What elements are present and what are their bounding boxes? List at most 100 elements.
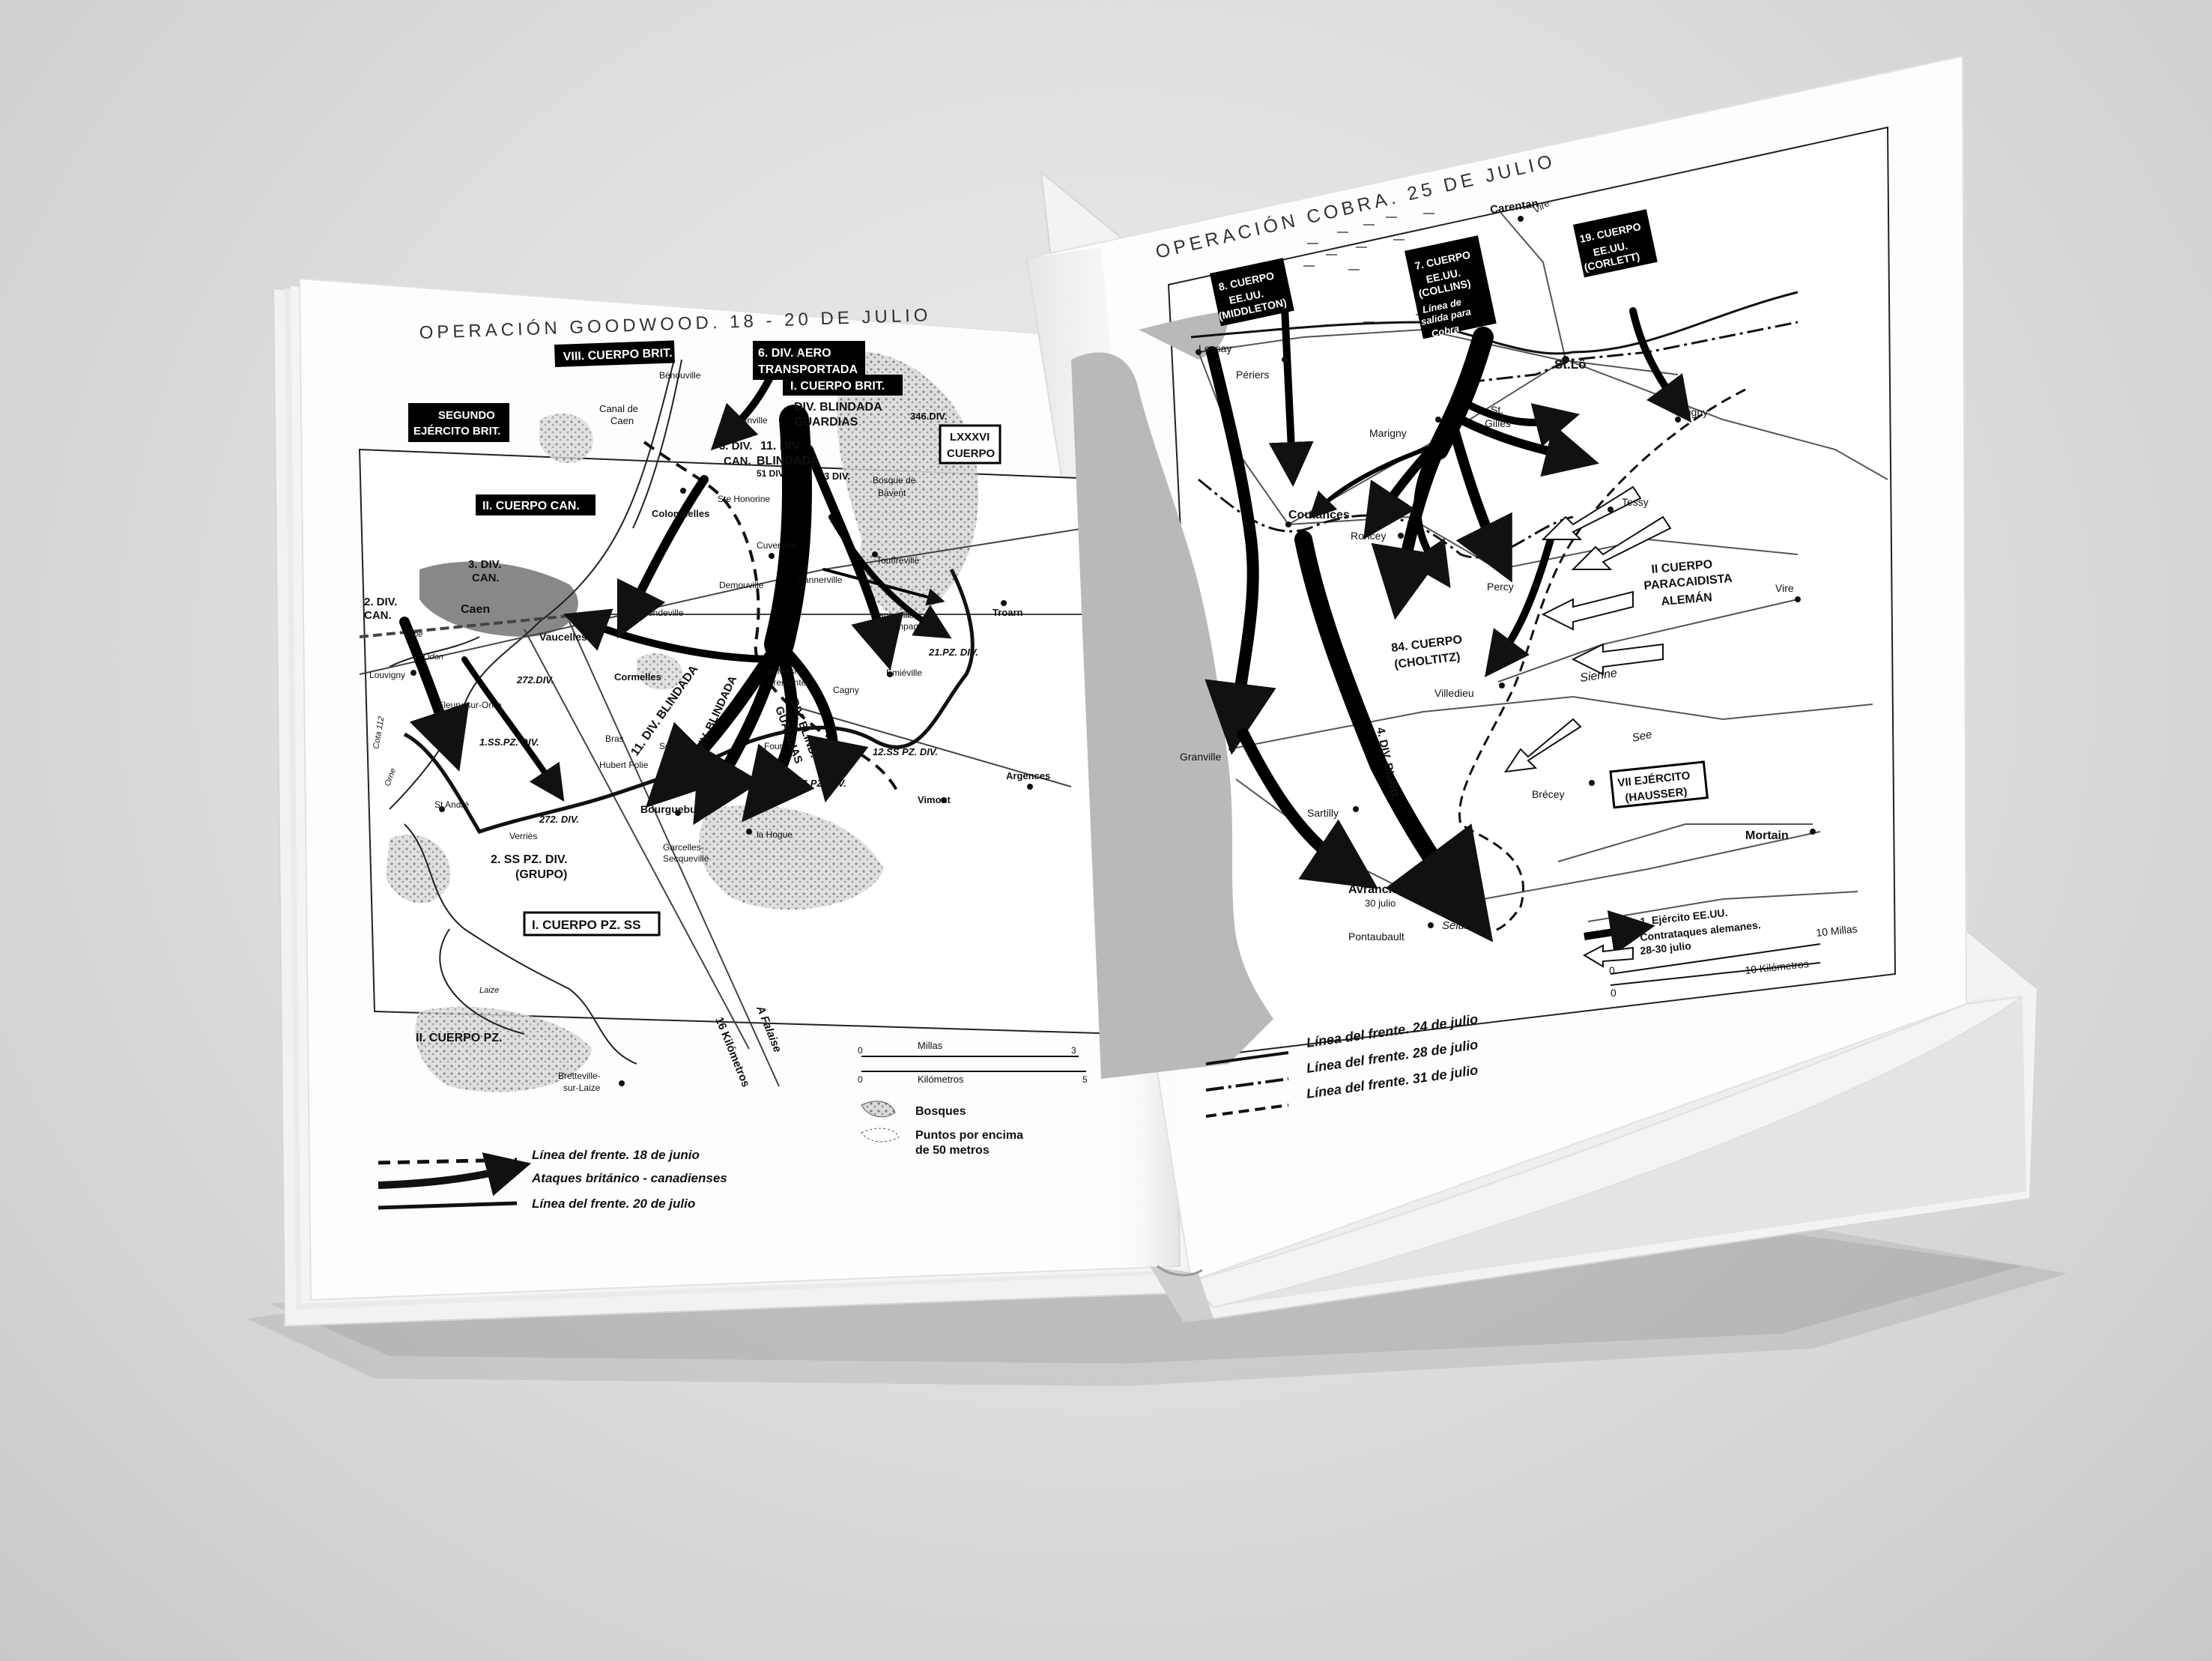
goodwood-legend: Línea del frente. 18 de junio Ataques br… [378,1101,1023,1211]
place-canal-l2: Caen [610,415,634,426]
label-30-julio: 30 julio [1365,898,1396,909]
place-vaucelles: Vaucelles [539,631,587,643]
scale-kilometros: Kilómetros [918,1074,964,1085]
place-roncey: Roncey [1351,530,1386,542]
goodwood-attack-arrows [399,371,952,826]
div3-can-l1: 3. DIV. [719,440,752,453]
div3-can-l2: CAN. [724,455,751,468]
place-vimont: Vimont [918,794,951,805]
place-benouville: Bénouville [659,370,701,381]
div-blindada-guardias-l1: DIV. BLINDADA [794,401,882,414]
place-banneville-l1: Banneville [873,610,915,620]
place-canal-l1: Canal de [599,403,638,414]
place-bretteville-l2: sur-Laize [563,1083,601,1093]
scale-millas: Millas [918,1040,943,1051]
place-demouville: Demouville [719,580,764,590]
attack-arrow-main [764,405,812,659]
div11-l2: BLINDADA [757,455,819,468]
div6-box-l2: TRANSPORTADA [758,363,858,376]
div3-label: 3 DIV. [824,471,850,482]
ss1pz-a-label: 1.SS.PZ. DIV. [479,736,539,748]
ii-cuerpo-pz-label: II. CUERPO PZ. [416,1032,503,1044]
legend-frente-18: Línea del frente. 18 de junio [532,1148,700,1162]
place-bosque-l2: Bavent [878,488,906,498]
place-le-mesnil-l2: Frementel [768,677,808,688]
cobra-sea [1071,352,1273,1080]
place-granville: Granville [1180,751,1221,763]
place-marigny: Marigny [1369,427,1407,439]
cobra-map: OPERACIÓN COBRA. 25 DE JULIO [1071,126,1897,1118]
goodwood-unit-boxes: VIII. CUERPO BRIT. 6. DIV. AERO TRANSPOR… [408,340,1002,937]
segundo-box-l2: EJÉRCITO BRIT. [413,425,500,438]
place-villedieu: Villedieu [1434,687,1474,699]
place-percy: Percy [1487,581,1514,593]
place-soliers: Soliers [659,741,687,751]
place-laize: Laize [479,986,499,995]
legend-bosques: Bosques [915,1105,966,1118]
place-banneville-l2: la Campagne [875,621,929,632]
place-periers: Périers [1236,369,1269,381]
front-line-20 [403,568,975,835]
place-vire: Vire [1775,582,1794,594]
div272-b-label: 272. DIV. [539,814,579,825]
div3-can-b-l2: CAN. [472,572,500,584]
place-touffreville: Touffreville [876,555,919,566]
place-st-andre: St André [434,799,469,810]
place-emieville: Emiéville [886,668,922,678]
place-troarn: Troarn [993,607,1023,618]
legend-puntos-l2: de 50 metros [915,1144,990,1157]
lxxxvi-box-l2: CUERPO [947,447,996,460]
river-selune: Sélune [1442,919,1477,932]
place-bretteville-l1: Bretteville- [558,1071,601,1081]
place-brecey: Brécey [1532,788,1565,800]
place-colombelles: Colombelles [652,508,709,519]
front-line-31 [1458,388,1746,934]
div21pz-label: 21.PZ. DIV. [928,647,978,658]
river-see: See [1631,728,1653,745]
place-st-lo: St.Lô [1554,357,1587,372]
cobra-attack-arrows [1205,303,1691,943]
place-le-mesnil-l1: le Mesnil [768,666,803,677]
place-ranville: Ranville [736,415,768,426]
place-argences: Argences [1006,770,1050,781]
div11-l1: 11. DIV. [760,440,802,453]
ss1pz-b-label: 1.SS PZ. DIV. [787,778,846,789]
place-orne-a: Orne [404,630,422,639]
place-pontaubault: Pontaubault [1348,931,1405,943]
place-garcelles-l1: Garcelles- [663,842,704,853]
ss2pz-l2: (GRUPO) [515,868,567,881]
div272-a-label: 272.DIV. [516,674,554,686]
goodwood-roads [359,524,1109,1087]
div346-label: 346.DIV. [910,411,947,422]
place-bosque-l1: Bosque de [873,475,916,485]
place-sannerville: Sannerville [798,575,843,585]
div-blindada-guardias-l2: GUARDIAS [794,416,858,429]
cobra-start-line [1467,321,1799,384]
place-hubert-folie: Hubert Folie [599,760,649,770]
place-coutances: Coutances [1288,509,1350,521]
place-st-gilles-l2: Gilles [1485,417,1511,429]
place-torigny: Torigny [1674,406,1708,418]
place-cagny: Cagny [833,685,859,695]
scale-zero-b: 0 [858,1074,863,1085]
viii-cuerpo-box: VIII. CUERPO BRIT. [563,347,673,363]
legend-contra-l2: 28-30 julio [1640,940,1692,957]
goodwood-scale: 0 Millas 3 0 Kilómetros 5 [858,1040,1088,1085]
scale-zero-a: 0 [858,1045,863,1056]
place-lessay: Lessay [1199,342,1231,354]
scale-three: 3 [1071,1045,1076,1056]
legend-millas: 10 Millas [1816,922,1858,939]
ii-cuerpo-can-box: II. CUERPO CAN. [482,500,580,512]
div2-can-l2: CAN. [364,609,392,622]
river-sienne: Sienne [1579,667,1618,685]
place-garcelles-l2: Secqueville [663,853,709,864]
spine [1150,1265,1213,1322]
place-fleury: Fleury-sur-Orne [438,700,502,710]
segundo-box-l1: SEGUNDO [438,409,495,422]
place-mondeville: Mondeville [640,608,684,618]
cobra-sea-north [1139,311,1228,360]
lxxxvi-box-l1: LXXXVI [950,431,990,444]
legend-frente-20: Línea del frente. 20 de julio [532,1196,695,1211]
i-cuerpo-box: I. CUERPO BRIT. [790,380,885,393]
